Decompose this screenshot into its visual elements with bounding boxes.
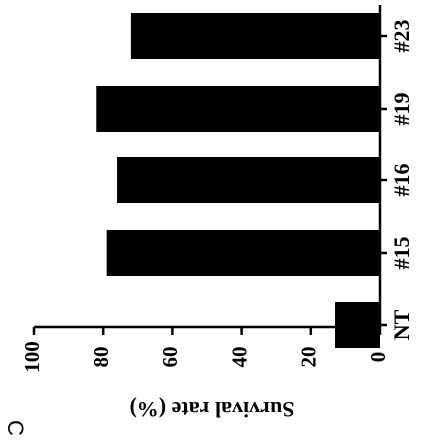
bar-n15 bbox=[107, 230, 380, 276]
category-label-NT: NT bbox=[389, 309, 414, 340]
value-tick-label-40: 40 bbox=[227, 347, 251, 368]
axis-title: Survival rate (%) bbox=[130, 397, 295, 422]
value-tick-label-60: 60 bbox=[158, 347, 182, 368]
bar-n19 bbox=[96, 86, 380, 132]
category-labels: NT #15 #16 #19 #23 bbox=[389, 20, 414, 341]
value-tick-label-80: 80 bbox=[89, 347, 113, 368]
bar-n23 bbox=[131, 13, 380, 59]
category-label-n16: #16 bbox=[389, 164, 414, 197]
value-tick-label-100: 100 bbox=[20, 341, 44, 373]
bar-NT bbox=[335, 302, 380, 348]
bar-n16 bbox=[117, 157, 380, 203]
value-tick-labels: 0 20 40 60 80 100 bbox=[20, 341, 390, 373]
value-tick-label-0: 0 bbox=[366, 352, 390, 363]
category-label-n15: #15 bbox=[389, 237, 414, 270]
panel-label: C bbox=[3, 420, 28, 436]
bars-group bbox=[96, 13, 380, 348]
category-label-n23: #23 bbox=[389, 20, 414, 53]
category-label-n19: #19 bbox=[389, 93, 414, 126]
value-tick-label-20: 20 bbox=[297, 347, 321, 368]
